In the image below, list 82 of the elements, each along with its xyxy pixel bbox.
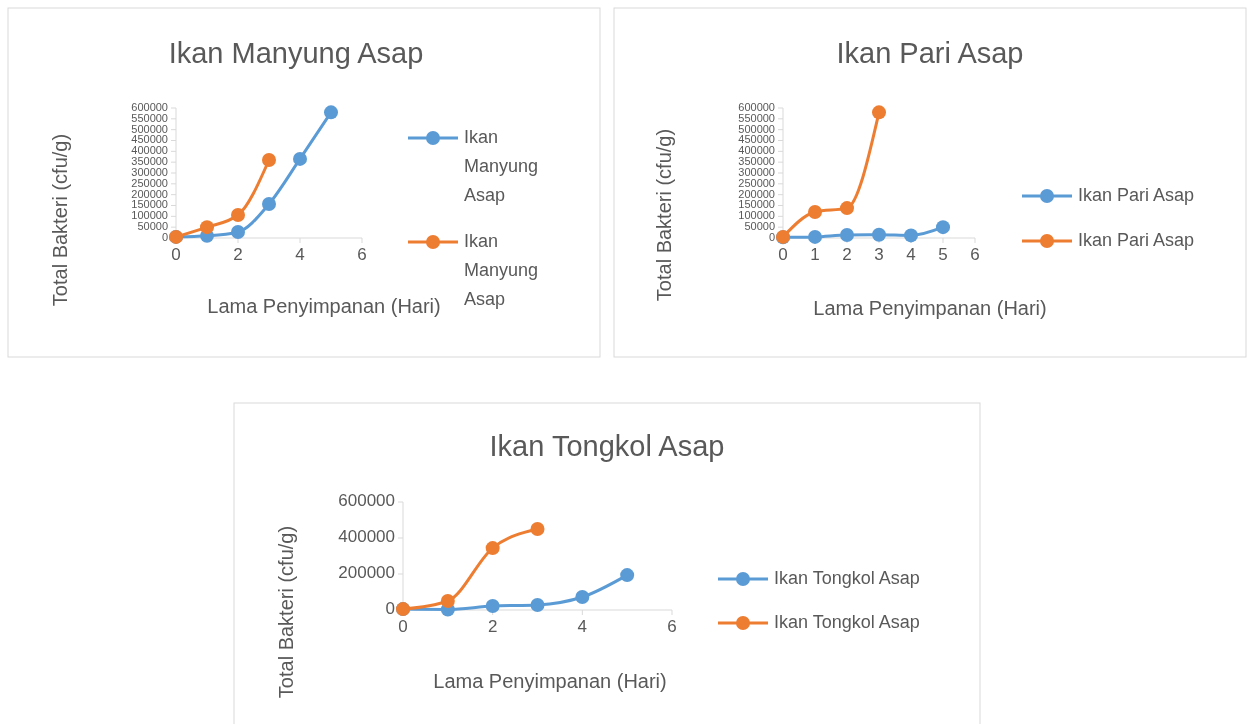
- point: [293, 151, 307, 166]
- y-tick-label: 450000: [738, 133, 775, 146]
- point: [840, 201, 854, 216]
- y-tick-label: 200000: [338, 563, 395, 583]
- x-tick-label: 6: [357, 245, 367, 264]
- point: [530, 522, 545, 536]
- point: [872, 105, 886, 120]
- x-tick-label: 2: [487, 617, 498, 636]
- point: [324, 105, 338, 120]
- y-tick-label: 600000: [738, 100, 775, 113]
- x-tick-label: 6: [970, 245, 980, 264]
- x-tick-label: 0: [398, 617, 408, 636]
- x-tick-label: 6: [667, 617, 677, 636]
- point: [620, 568, 635, 583]
- y-tick-label: 100000: [131, 209, 168, 222]
- y-axis-title: Total Bakteri (cfu/g): [49, 133, 72, 307]
- y-tick-label: 600000: [338, 491, 395, 511]
- x-tick-label: 4: [906, 245, 916, 264]
- point: [808, 229, 822, 244]
- y-axis-title: Total Bakteri (cfu/g): [653, 128, 676, 302]
- point: [530, 597, 545, 612]
- point: [840, 227, 854, 242]
- x-axis-title: Lama Penyimpanan (Hari): [813, 297, 1047, 320]
- point: [575, 590, 590, 605]
- y-tick-label: 150000: [131, 198, 168, 211]
- point: [485, 541, 500, 556]
- x-axis-title: Lama Penyimpanan (Hari): [207, 295, 441, 318]
- x-tick-label: 3: [874, 245, 884, 264]
- y-tick-label: 300000: [131, 165, 168, 178]
- y-axis-title: Total Bakteri (cfu/g): [275, 525, 298, 699]
- y-tick-label: 200000: [738, 187, 775, 200]
- y-tick-label: 50000: [137, 220, 168, 233]
- y-tick-label: 500000: [738, 122, 775, 135]
- chart-title: Ikan Manyung Asap: [168, 36, 424, 69]
- y-tick-label: 0: [768, 230, 775, 243]
- legend-label: Ikan Pari Asap: [1078, 184, 1195, 205]
- y-tick-label: 450000: [131, 133, 168, 146]
- y-tick-label: 500000: [131, 122, 168, 135]
- x-tick-label: 4: [577, 617, 588, 636]
- point: [231, 224, 245, 239]
- y-tick-label: 100000: [738, 209, 775, 222]
- x-tick-label: 5: [938, 245, 948, 264]
- point: [262, 196, 276, 211]
- y-tick-label: 250000: [131, 176, 168, 189]
- x-tick-label: 1: [810, 245, 820, 264]
- x-tick-label: 4: [295, 245, 305, 264]
- point: [200, 220, 214, 235]
- y-tick-label: 400000: [338, 527, 395, 547]
- y-tick-label: 400000: [738, 144, 775, 157]
- point: [485, 599, 500, 614]
- legend-label: Ikan Manyung Asap: [464, 126, 539, 205]
- y-tick-label: 400000: [131, 144, 168, 157]
- legend-label: Ikan Pari Asap: [1078, 229, 1195, 250]
- y-tick-label: 550000: [738, 111, 775, 124]
- x-tick-label: 0: [171, 245, 181, 264]
- y-tick-label: 150000: [738, 198, 775, 211]
- y-tick-label: 350000: [738, 155, 775, 168]
- point: [872, 227, 886, 242]
- point: [808, 205, 822, 219]
- point: [936, 220, 950, 235]
- x-tick-label: 2: [233, 245, 243, 264]
- point: [440, 594, 455, 608]
- y-tick-label: 200000: [131, 187, 168, 200]
- y-tick-label: 600000: [131, 100, 168, 113]
- y-tick-label: 250000: [738, 176, 775, 189]
- y-tick-label: 0: [385, 599, 395, 619]
- point: [262, 153, 276, 167]
- y-tick-label: 300000: [738, 165, 775, 178]
- legend-label: Ikan Tongkol Asap: [774, 611, 920, 632]
- x-tick-label: 2: [842, 245, 852, 264]
- x-axis-title: Lama Penyimpanan (Hari): [433, 670, 667, 693]
- legend-label: Ikan Tongkol Asap: [774, 567, 920, 588]
- point: [231, 208, 245, 223]
- chart-title: Ikan Tongkol Asap: [489, 429, 725, 462]
- y-tick-label: 350000: [131, 155, 168, 168]
- x-tick-label: 0: [778, 245, 788, 264]
- y-tick-label: 50000: [744, 220, 775, 233]
- point: [904, 228, 918, 243]
- legend-label: Ikan Manyung Asap: [464, 230, 539, 309]
- y-tick-label: 550000: [131, 111, 168, 124]
- y-tick-label: 0: [161, 230, 168, 243]
- chart-title: Ikan Pari Asap: [836, 36, 1024, 69]
